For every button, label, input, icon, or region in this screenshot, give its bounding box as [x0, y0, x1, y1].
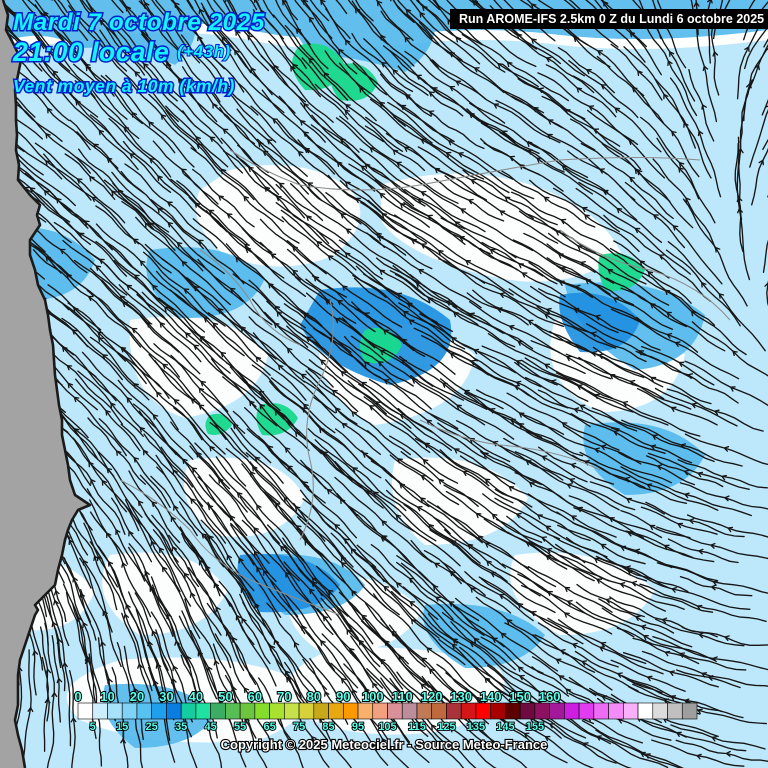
svg-text:100: 100 [362, 689, 384, 704]
svg-text:105: 105 [378, 721, 396, 733]
svg-text:20: 20 [130, 689, 144, 704]
svg-text:55: 55 [234, 721, 246, 733]
svg-text:120: 120 [421, 689, 443, 704]
svg-text:60: 60 [248, 689, 262, 704]
svg-text:155: 155 [526, 721, 544, 733]
svg-text:65: 65 [263, 721, 275, 733]
svg-text:90: 90 [336, 689, 350, 704]
svg-text:25: 25 [146, 721, 158, 733]
svg-text:45: 45 [204, 721, 216, 733]
svg-text:150: 150 [509, 689, 531, 704]
svg-text:40: 40 [189, 689, 203, 704]
svg-text:0: 0 [74, 689, 81, 704]
svg-text:Copyright © 2025 Meteociel.fr: Copyright © 2025 Meteociel.fr - Source M… [221, 737, 548, 752]
svg-text:85: 85 [322, 721, 334, 733]
svg-text:145: 145 [496, 721, 514, 733]
svg-text:35: 35 [175, 721, 187, 733]
svg-text:Run AROME-IFS 2.5km 0 Z du Lun: Run AROME-IFS 2.5km 0 Z du Lundi 6 octob… [459, 12, 764, 26]
svg-text:15: 15 [116, 721, 128, 733]
svg-text:95: 95 [352, 721, 364, 733]
svg-text:160: 160 [539, 689, 561, 704]
svg-text:140: 140 [480, 689, 502, 704]
svg-text:115: 115 [408, 721, 426, 733]
svg-text:125: 125 [437, 721, 455, 733]
svg-text:50: 50 [218, 689, 232, 704]
svg-text:110: 110 [392, 689, 413, 704]
svg-text:30: 30 [159, 689, 173, 704]
svg-text:70: 70 [277, 689, 291, 704]
svg-text:75: 75 [293, 721, 305, 733]
svg-text:80: 80 [307, 689, 321, 704]
svg-text:130: 130 [450, 689, 472, 704]
svg-text:10: 10 [100, 689, 114, 704]
svg-text:5: 5 [90, 721, 96, 733]
svg-text:135: 135 [467, 721, 485, 733]
